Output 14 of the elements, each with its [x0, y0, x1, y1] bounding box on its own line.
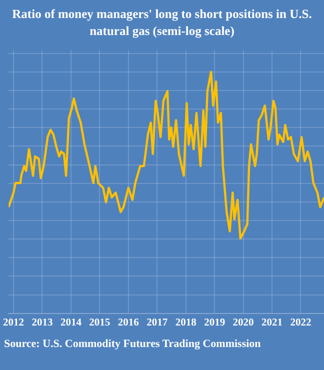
x-tick-label: 2022: [290, 317, 312, 328]
x-tick-label: 2021: [262, 317, 283, 328]
x-tick-label: 2015: [89, 317, 110, 328]
chart-title: Ratio of money managers' long to short positions in U.S.: [11, 6, 313, 23]
x-tick-label: 2018: [175, 317, 196, 328]
x-tick-label: 2020: [232, 317, 254, 328]
x-tick-label: 2013: [32, 317, 53, 328]
x-tick-label: 2017: [146, 317, 168, 328]
x-tick-label: 2012: [3, 317, 24, 328]
chart-subtitle: natural gas (semi-log scale): [88, 23, 236, 40]
x-tick-label: 2014: [60, 317, 82, 328]
x-tick-label: 2016: [118, 317, 139, 328]
source-note: Source: U.S. Commodity Futures Trading Commission: [4, 338, 261, 350]
x-tick-label: 2019: [204, 317, 226, 328]
